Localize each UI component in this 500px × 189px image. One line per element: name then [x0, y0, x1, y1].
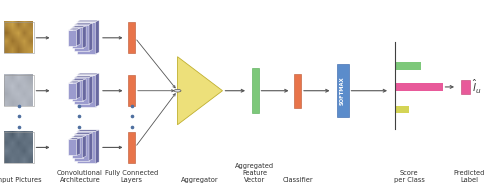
Text: Predicted
Label: Predicted Label: [454, 170, 484, 183]
Bar: [4, 22, 34, 53]
Bar: [72, 137, 83, 158]
Polygon shape: [96, 73, 99, 107]
Text: Score
per Class: Score per Class: [394, 170, 424, 183]
Bar: [395, 62, 421, 70]
Polygon shape: [72, 79, 86, 80]
Polygon shape: [82, 26, 86, 48]
Polygon shape: [89, 133, 92, 161]
Polygon shape: [178, 57, 222, 125]
Bar: [76, 75, 96, 107]
Bar: [72, 80, 83, 101]
Polygon shape: [76, 81, 80, 99]
Bar: [68, 30, 76, 46]
Bar: [68, 83, 76, 99]
Polygon shape: [68, 138, 80, 139]
Polygon shape: [76, 20, 99, 22]
Polygon shape: [74, 76, 92, 77]
Polygon shape: [76, 130, 99, 131]
Bar: [252, 68, 258, 113]
Text: Aggregated
Feature
Vector: Aggregated Feature Vector: [236, 163, 275, 183]
Text: Input Pictures: Input Pictures: [0, 177, 42, 183]
Polygon shape: [72, 26, 86, 27]
Bar: [460, 80, 469, 94]
Bar: [72, 27, 83, 48]
Bar: [294, 74, 301, 108]
Bar: [128, 22, 135, 53]
Polygon shape: [82, 136, 86, 158]
Bar: [4, 132, 34, 163]
Polygon shape: [96, 20, 99, 54]
Bar: [336, 64, 348, 117]
Bar: [76, 131, 96, 163]
Text: Convolutional
Architecture: Convolutional Architecture: [57, 170, 103, 183]
Bar: [395, 83, 442, 91]
Polygon shape: [89, 76, 92, 104]
Text: Fully Connected
Layers: Fully Connected Layers: [105, 170, 158, 183]
Text: Aggregator: Aggregator: [181, 177, 219, 183]
Polygon shape: [76, 73, 99, 75]
Polygon shape: [96, 130, 99, 163]
Polygon shape: [82, 79, 86, 101]
Bar: [68, 139, 76, 155]
Polygon shape: [74, 23, 92, 25]
Polygon shape: [76, 138, 80, 155]
Text: SOFTMAX: SOFTMAX: [340, 76, 345, 105]
Polygon shape: [72, 136, 86, 137]
Bar: [76, 22, 96, 54]
Bar: [128, 132, 135, 163]
Polygon shape: [68, 28, 80, 30]
Bar: [395, 106, 409, 113]
Circle shape: [174, 89, 181, 92]
Bar: [74, 25, 89, 51]
Bar: [74, 134, 89, 161]
Text: Classifier: Classifier: [282, 177, 313, 183]
Polygon shape: [76, 28, 80, 46]
Bar: [128, 75, 135, 106]
Polygon shape: [68, 81, 80, 83]
Bar: [74, 77, 89, 104]
Polygon shape: [74, 133, 92, 134]
Polygon shape: [89, 23, 92, 51]
Bar: [4, 75, 34, 106]
Text: $\hat{l}_u$: $\hat{l}_u$: [472, 78, 482, 96]
